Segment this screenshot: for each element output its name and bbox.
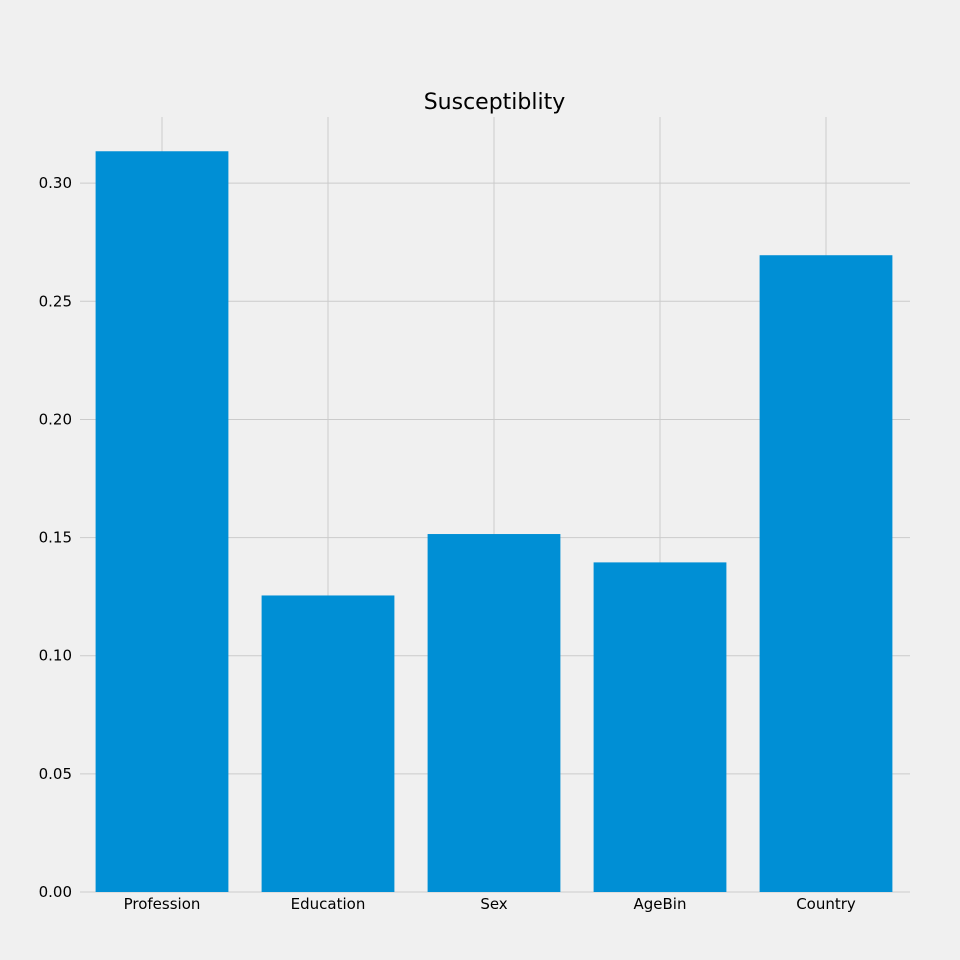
y-tick-label: 0.25 — [39, 292, 72, 310]
bar-sex — [427, 534, 561, 892]
x-axis-tick-labels: Profession Education Sex AgeBin Country — [124, 895, 856, 913]
y-tick-label: 0.00 — [39, 883, 72, 901]
y-axis-tick-labels: 0.00 0.05 0.10 0.15 0.20 0.25 0.30 — [39, 174, 72, 901]
y-tick-label: 0.30 — [39, 174, 72, 192]
x-tick-label: Country — [796, 895, 856, 913]
x-tick-label: AgeBin — [634, 895, 687, 913]
y-tick-label: 0.10 — [39, 647, 72, 665]
bar-education — [261, 595, 395, 892]
bar-country — [759, 255, 893, 892]
x-tick-label: Education — [291, 895, 366, 913]
x-tick-label: Profession — [124, 895, 201, 913]
y-tick-label: 0.15 — [39, 529, 72, 547]
y-tick-label: 0.20 — [39, 410, 72, 428]
x-tick-label: Sex — [480, 895, 507, 913]
y-tick-label: 0.05 — [39, 765, 72, 783]
chart-title: Susceptiblity — [424, 90, 566, 115]
bars — [95, 151, 893, 892]
bar-profession — [95, 151, 229, 892]
bar-agebin — [593, 562, 727, 892]
